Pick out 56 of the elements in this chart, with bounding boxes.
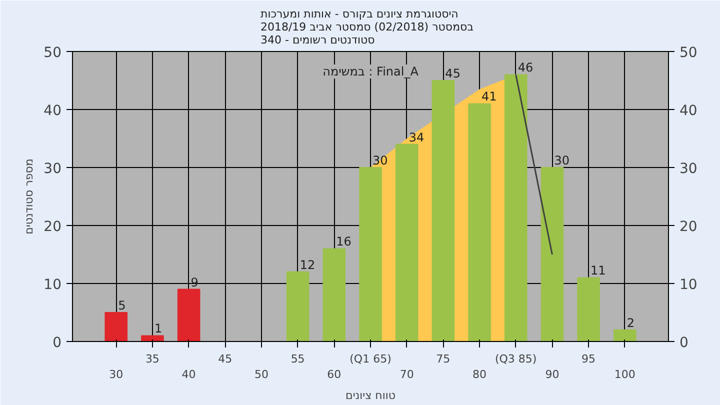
- data-label: 45: [445, 66, 460, 80]
- y-tick-label: 40: [44, 103, 62, 119]
- x-tick-label: (Q1 65): [350, 352, 392, 366]
- bar: [395, 144, 418, 342]
- x-tick-label: (Q3 85): [495, 352, 537, 366]
- x-tick-label: 70: [400, 368, 414, 382]
- y2-tick-label: 50: [680, 45, 698, 61]
- y-axis-title: מספר סטודנטים: [22, 158, 36, 234]
- bar: [468, 103, 491, 342]
- x-tick-label: 95: [582, 352, 596, 366]
- y2-tick-label: 0: [680, 335, 688, 351]
- data-label: 16: [336, 234, 352, 249]
- bar: [432, 80, 455, 342]
- y2-tick-label: 10: [680, 277, 698, 293]
- y-tick-label: 20: [44, 219, 62, 235]
- chart-title: היסטוגרמת ציונים בקורס - אותות ומערכות בסמסטר (02/2018) סמסטר אביב 2018/19 סטודנטים רשומים - 340: [260, 8, 474, 46]
- y-tick-label: 50: [44, 45, 62, 61]
- bar: [141, 335, 164, 342]
- x-axis-title: טווח ציונים: [346, 389, 396, 402]
- bar: [359, 167, 382, 342]
- bar: [577, 277, 600, 342]
- data-label: 5: [118, 298, 126, 312]
- bar: [286, 271, 310, 342]
- bar: [177, 288, 200, 342]
- data-label: 30: [372, 154, 388, 168]
- data-label: 1: [154, 322, 162, 336]
- y2-tick-label: 20: [680, 219, 698, 235]
- bar: [322, 248, 346, 342]
- data-label: 11: [590, 264, 606, 278]
- y2-tick-label: 30: [680, 161, 698, 177]
- y-tick-label: 30: [44, 161, 62, 177]
- annotation: במשימה : Final_A: [322, 64, 420, 78]
- y-tick-label: 10: [44, 277, 62, 293]
- y-tick-label: 0: [52, 335, 62, 351]
- x-tick-label: 45: [218, 352, 232, 366]
- x-tick-label: 90: [545, 368, 560, 382]
- y2-tick-label: 40: [680, 103, 698, 119]
- bar: [104, 312, 128, 342]
- bar: [504, 74, 528, 342]
- x-tick-label: 60: [327, 368, 342, 382]
- x-tick-label: 40: [182, 368, 196, 382]
- x-tick-label: 75: [436, 352, 450, 366]
- data-label: 30: [554, 154, 570, 168]
- data-label: 34: [408, 130, 424, 144]
- data-label: 12: [300, 258, 316, 272]
- bar: [613, 329, 636, 342]
- x-tick-label: 50: [254, 368, 268, 382]
- x-tick-label: 35: [145, 352, 160, 366]
- x-tick-label: 80: [472, 368, 487, 382]
- x-tick-label: 100: [614, 368, 636, 382]
- data-label: 2: [626, 316, 635, 330]
- x-tick-label: 30: [109, 368, 124, 382]
- data-label: 46: [518, 60, 534, 75]
- data-label: 41: [482, 90, 497, 104]
- x-tick-label: 55: [290, 352, 305, 366]
- bar: [540, 167, 564, 342]
